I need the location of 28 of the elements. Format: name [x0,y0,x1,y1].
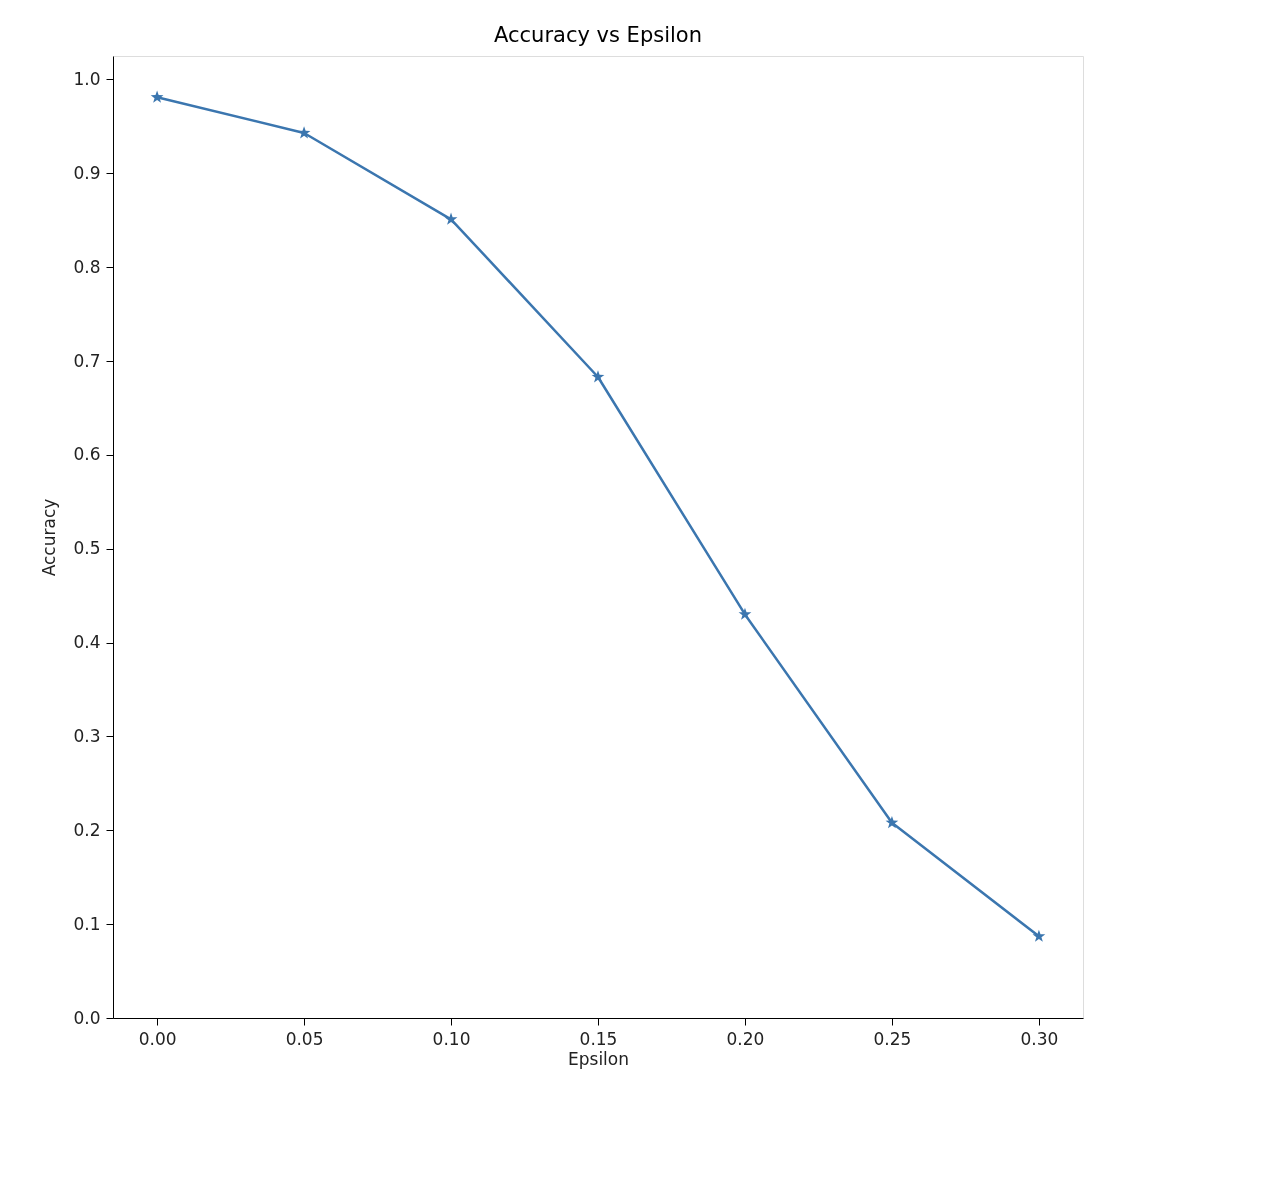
y-tick-label: 0.7 [73,350,101,371]
y-tick-label: 0.8 [73,256,101,277]
x-axis-title: Epsilon [567,1048,630,1069]
y-tick-label: 0.9 [73,162,101,183]
point [885,816,899,829]
x-tick-label: 0.15 [579,1028,618,1049]
x-tick-label: 0.30 [1020,1028,1059,1049]
point [444,212,458,225]
point [738,607,752,620]
y-tick-label: 0.5 [73,538,101,559]
y-tick-label: 0.2 [73,819,101,840]
point [297,126,311,139]
x-tick-label: 0.10 [432,1028,471,1049]
y-tick-label: 0.1 [73,913,101,934]
x-tick-label: 0.25 [873,1028,912,1049]
point [150,90,164,103]
x-tick-label: 0.00 [138,1028,177,1049]
point [1032,929,1046,942]
y-tick-label: 0.4 [73,632,101,653]
y-tick-label: 0.3 [73,725,101,746]
x-tick-label: 0.20 [726,1028,765,1049]
x-tick-label: 0.05 [285,1028,324,1049]
y-tick-label: 0.0 [73,1007,101,1028]
chart-title: Accuracy vs Epsilon [494,23,702,47]
point [591,370,605,383]
y-axis-title: Accuracy [39,498,60,577]
y-tick-label: 1.0 [73,68,101,89]
y-tick-label: 0.6 [73,444,101,465]
